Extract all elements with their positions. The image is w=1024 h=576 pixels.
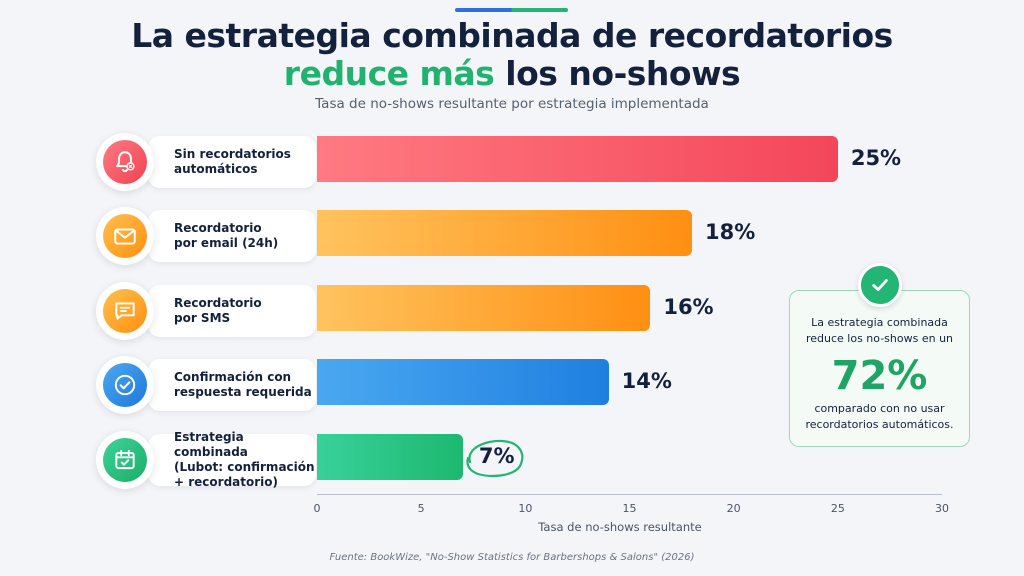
category-icon-badge — [96, 282, 154, 340]
chart-title-line2: reduce más los no-shows — [0, 54, 1024, 93]
category-card: Recordatorio por email (24h) — [148, 210, 316, 262]
bell-icon — [103, 140, 147, 184]
chart-title-line1: La estrategia combinada de recordatorios — [131, 16, 893, 55]
category-card: Sin recordatorios automáticos — [148, 136, 316, 188]
bar — [317, 434, 463, 480]
title-rest: los no-shows — [494, 54, 741, 93]
chart-subtitle: Tasa de no-shows resultante por estrateg… — [315, 96, 709, 112]
category-icon-badge — [96, 207, 154, 265]
chat-bubble-icon — [103, 289, 147, 333]
callout-line1: La estrategia combinada — [811, 316, 948, 329]
top-accent-line — [455, 8, 568, 12]
x-tick-label: 10 — [518, 502, 533, 515]
category-label: Recordatorio por SMS — [174, 296, 262, 325]
x-axis-label: Tasa de no-shows resultante — [538, 520, 702, 534]
calendar-check-icon — [103, 438, 147, 482]
value-label: 16% — [663, 295, 714, 319]
x-tick-label: 0 — [313, 502, 321, 515]
category-label: Recordatorio por email (24h) — [174, 221, 279, 250]
check-badge-icon — [858, 263, 902, 307]
category-label: Confirmación con respuesta requerida — [174, 370, 312, 399]
x-tick-label: 20 — [726, 502, 741, 515]
bar — [317, 136, 838, 182]
value-label: 14% — [621, 369, 672, 393]
x-tick-label: 15 — [622, 502, 637, 515]
x-tick-label: 25 — [830, 502, 845, 515]
bar — [317, 285, 651, 331]
callout-line4: recordatorios automáticos. — [805, 418, 954, 431]
category-icon-badge — [96, 431, 154, 489]
bar — [317, 359, 609, 405]
category-icon-badge — [96, 356, 154, 414]
value-label: 18% — [705, 220, 756, 244]
category-label: Sin recordatorios automáticos — [174, 147, 291, 176]
title-highlight: reduce más — [283, 54, 495, 93]
category-icon-badge — [96, 133, 154, 191]
category-card: Recordatorio por SMS — [148, 285, 316, 337]
envelope-icon — [103, 214, 147, 258]
x-tick-label: 5 — [417, 502, 425, 515]
highlight-circle — [466, 439, 524, 477]
callout-value: 72% — [831, 353, 928, 399]
callout-line2: reduce los no-shows en un — [805, 332, 954, 345]
value-label: 25% — [850, 146, 902, 170]
value-label: 7% — [478, 444, 515, 468]
x-tick-label: 30 — [935, 502, 949, 515]
summary-callout: La estrategia combinada reduce los no-sh… — [789, 290, 970, 447]
x-axis-line — [317, 494, 942, 495]
callout-line3: comparado con no usar — [814, 402, 945, 415]
category-card: Confirmación con respuesta requerida — [148, 359, 316, 411]
bar — [317, 210, 692, 256]
check-circle-icon — [103, 363, 147, 407]
category-label: Estrategia combinada (Lubot: confirmació… — [174, 430, 315, 489]
category-card: Estrategia combinada (Lubot: confirmació… — [148, 430, 316, 489]
source-note: Fuente: BookWize, "No-Show Statistics fo… — [329, 552, 695, 563]
